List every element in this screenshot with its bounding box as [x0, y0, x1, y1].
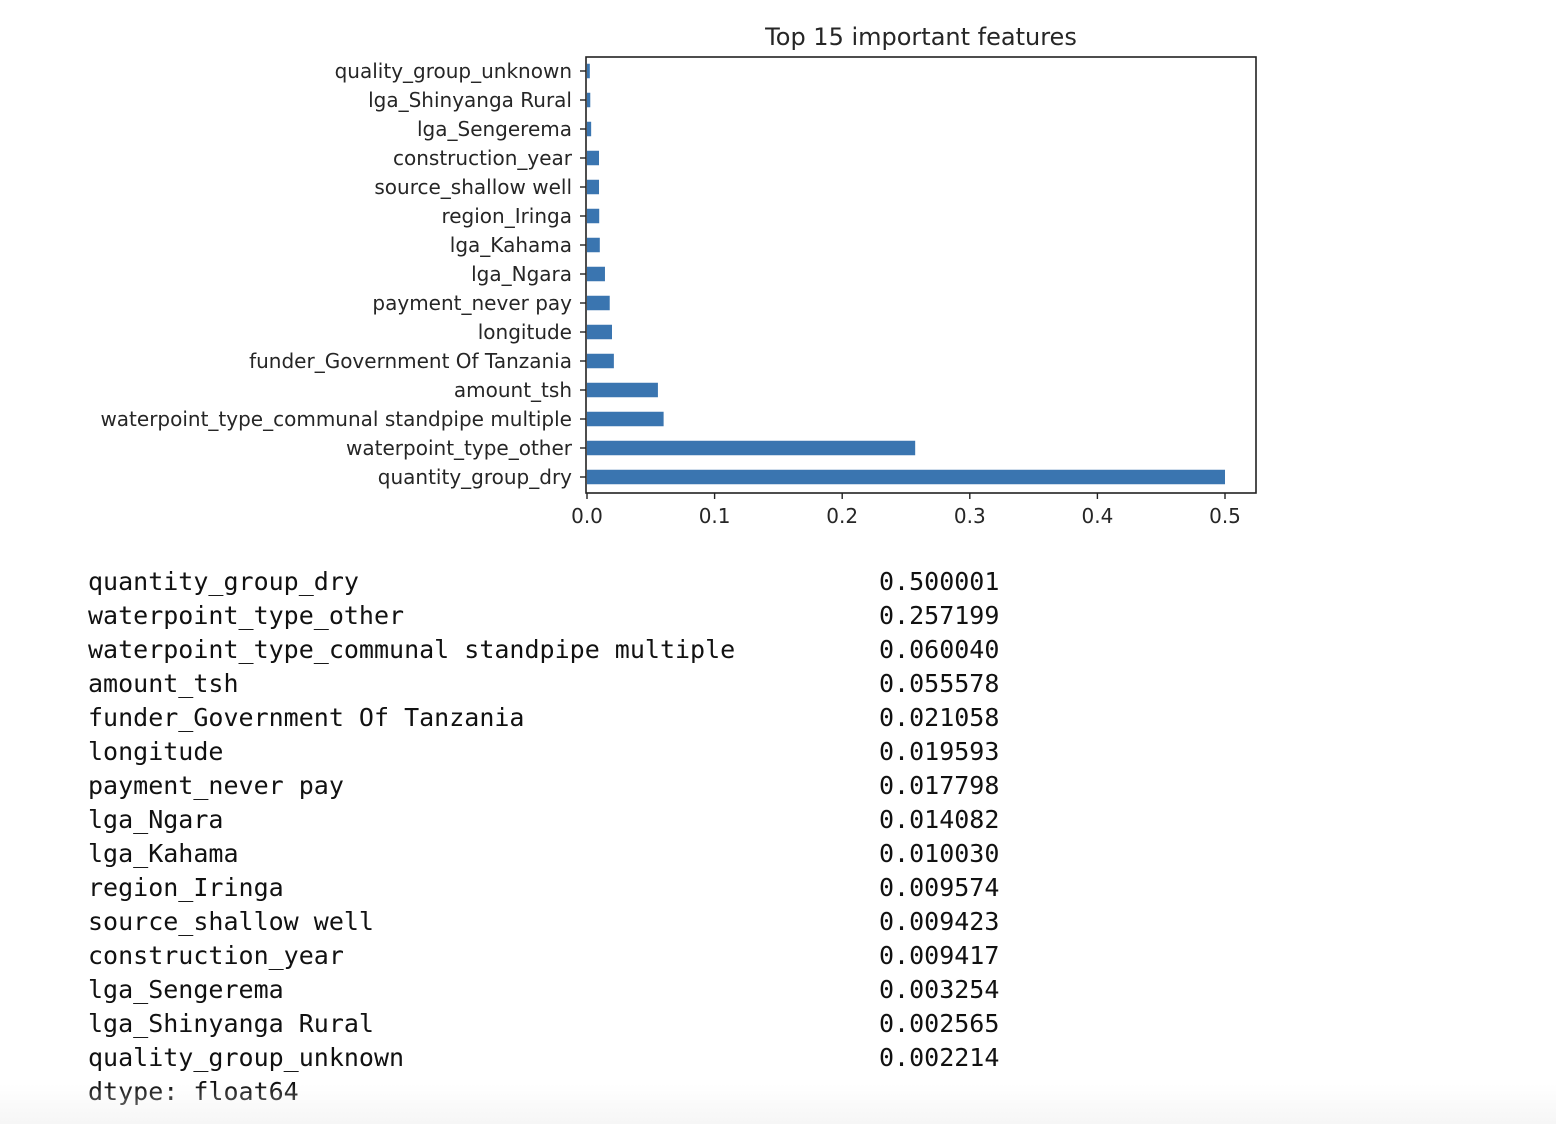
feature-importance-value: 0.010030: [879, 839, 1000, 868]
feature-importance-value: 0.021058: [879, 703, 1000, 732]
output-row: lga_Shinyanga Rural 0.002565: [88, 1007, 999, 1041]
bars-layer: [587, 63, 1226, 485]
feature-importance-value: 0.060040: [879, 635, 1000, 664]
x-axis-ticks: 0.0 0.1 0.2 0.3 0.4 0.5: [571, 493, 1241, 528]
output-row: waterpoint_type_other 0.257199: [88, 599, 999, 633]
chart-title: Top 15 important features: [764, 23, 1077, 51]
output-row: quality_group_unknown 0.002214: [88, 1041, 999, 1075]
feature-importance-value: 0.009417: [879, 941, 1000, 970]
y-tick-label: waterpoint_type_communal standpipe multi…: [100, 407, 572, 431]
bottom-fade: [0, 1084, 1556, 1124]
output-row: longitude 0.019593: [88, 735, 999, 769]
feature-name: lga_Ngara: [88, 805, 224, 834]
bar: [587, 266, 605, 282]
feature-name: lga_Sengerema: [88, 975, 284, 1004]
x-tick-label: 0.1: [699, 504, 731, 528]
feature-importance-value: 0.019593: [879, 737, 1000, 766]
y-tick-label: lga_Ngara: [471, 262, 572, 286]
feature-importance-value: 0.009574: [879, 873, 1000, 902]
output-row: funder_Government Of Tanzania 0.021058: [88, 701, 999, 735]
feature-name: quantity_group_dry: [88, 567, 359, 596]
output-row: lga_Ngara 0.014082: [88, 803, 999, 837]
bar: [587, 121, 592, 137]
output-row: source_shallow well 0.009423: [88, 905, 999, 939]
y-tick-label: funder_Government Of Tanzania: [249, 349, 572, 373]
output-row: payment_never pay 0.017798: [88, 769, 999, 803]
output-row: quantity_group_dry 0.500001: [88, 565, 999, 599]
feature-name: waterpoint_type_communal standpipe multi…: [88, 635, 736, 664]
bar: [587, 208, 600, 224]
bar: [587, 92, 591, 108]
y-tick-label: quantity_group_dry: [378, 465, 572, 489]
x-tick-label: 0.3: [954, 504, 986, 528]
bar: [587, 324, 613, 340]
feature-name: amount_tsh: [88, 669, 239, 698]
bar: [587, 382, 658, 398]
y-tick-label: payment_never pay: [372, 291, 572, 315]
bar: [587, 469, 1226, 485]
y-tick-label: lga_Sengerema: [417, 117, 572, 141]
output-row: amount_tsh 0.055578: [88, 667, 999, 701]
bar: [587, 179, 600, 195]
bar: [587, 295, 610, 311]
output-row: waterpoint_type_communal standpipe multi…: [88, 633, 999, 667]
output-row: construction_year 0.009417: [88, 939, 999, 973]
bar: [587, 63, 590, 79]
y-tick-label: region_Iringa: [441, 204, 572, 228]
axes-frame: [585, 56, 1257, 494]
feature-name: source_shallow well: [88, 907, 374, 936]
feature-importance-value: 0.055578: [879, 669, 1000, 698]
x-tick-label: 0.4: [1081, 504, 1113, 528]
feature-name: lga_Kahama: [88, 839, 239, 868]
x-tick-label: 0.5: [1209, 504, 1241, 528]
bar: [587, 440, 916, 456]
output-row: region_Iringa 0.009574: [88, 871, 999, 905]
feature-importance-value: 0.003254: [879, 975, 1000, 1004]
output-row: lga_Sengerema 0.003254: [88, 973, 999, 1007]
y-tick-label: amount_tsh: [454, 378, 572, 402]
y-tick-label: waterpoint_type_other: [346, 436, 573, 460]
y-tick-label: lga_Kahama: [450, 233, 572, 257]
y-tick-label: lga_Shinyanga Rural: [368, 88, 572, 112]
y-axis-ticks: quantity_group_dry waterpoint_type_other w…: [100, 59, 586, 489]
feature-name: region_Iringa: [88, 873, 284, 902]
feature-importance-value: 0.017798: [879, 771, 1000, 800]
feature-name: funder_Government Of Tanzania: [88, 703, 525, 732]
feature-importance-value: 0.014082: [879, 805, 1000, 834]
feature-name: lga_Shinyanga Rural: [88, 1009, 374, 1038]
feature-name: construction_year: [88, 941, 344, 970]
feature-name: waterpoint_type_other: [88, 601, 405, 630]
feature-importance-chart: Top 15 important features quantity_group…: [100, 23, 1257, 528]
output-row: lga_Kahama 0.010030: [88, 837, 999, 871]
y-tick-label: longitude: [478, 320, 572, 344]
y-tick-label: source_shallow well: [374, 175, 572, 199]
feature-importance-value: 0.257199: [879, 601, 1000, 630]
bar: [587, 150, 600, 166]
feature-importance-value: 0.002565: [879, 1009, 1000, 1038]
bar: [587, 353, 614, 369]
bar: [587, 411, 664, 427]
x-tick-label: 0.2: [826, 504, 858, 528]
feature-name: quality_group_unknown: [88, 1043, 405, 1072]
feature-importance-value: 0.500001: [879, 567, 1000, 596]
bar: [587, 237, 600, 253]
feature-name: longitude: [88, 737, 224, 766]
feature-name: payment_never pay: [88, 771, 344, 800]
y-tick-label: quality_group_unknown: [335, 59, 572, 83]
feature-importance-value: 0.002214: [879, 1043, 1000, 1072]
y-tick-label: construction_year: [393, 146, 573, 170]
x-tick-label: 0.0: [571, 504, 603, 528]
series-output: quantity_group_dry 0.500001 waterpoint_typ…: [88, 565, 999, 1109]
feature-importance-value: 0.009423: [879, 907, 1000, 936]
